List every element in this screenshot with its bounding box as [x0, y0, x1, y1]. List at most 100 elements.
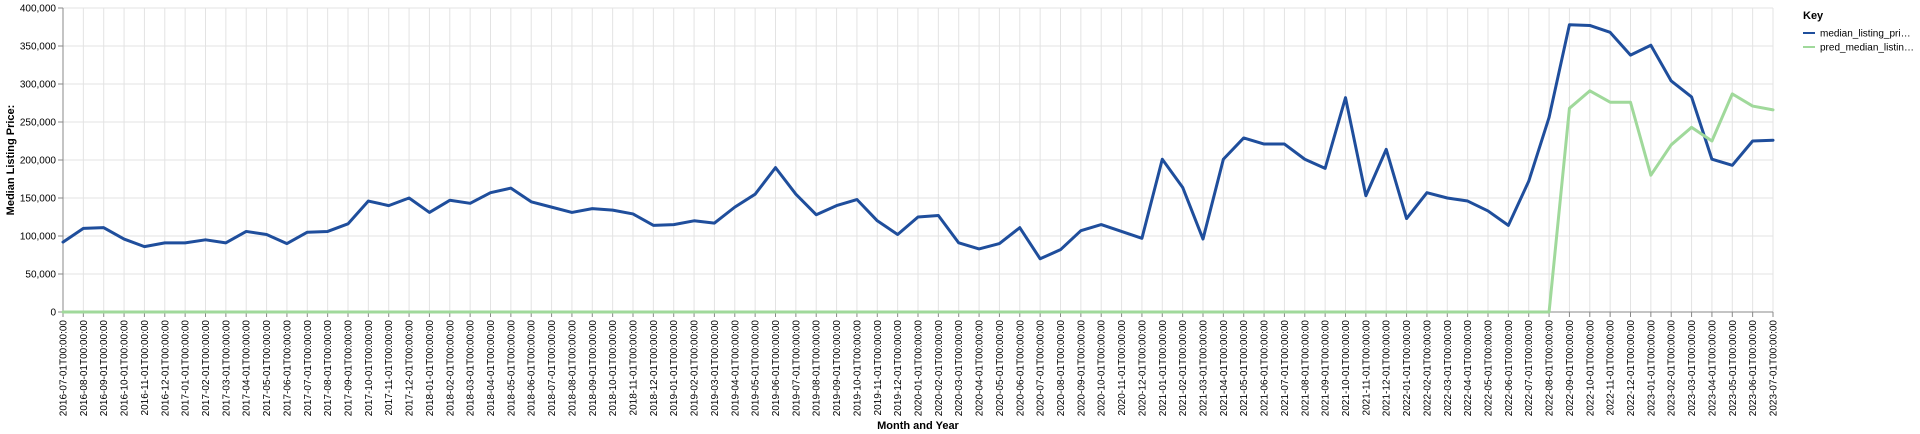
x-tick-label: 2019-10-01T00:00:00 — [852, 320, 863, 417]
x-tick-label: 2020-12-01T00:00:00 — [1137, 320, 1148, 417]
x-tick-label: 2017-06-01T00:00:00 — [282, 320, 293, 417]
x-tick-label: 2022-11-01T00:00:00 — [1606, 320, 1617, 416]
x-tick-label: 2022-10-01T00:00:00 — [1585, 320, 1596, 417]
x-tick-label: 2017-01-01T00:00:00 — [181, 320, 192, 417]
gridlines — [62, 7, 1774, 313]
x-tick-label: 2022-09-01T00:00:00 — [1565, 320, 1576, 417]
x-tick-label: 2019-05-01T00:00:00 — [751, 320, 762, 417]
x-tick-label: 2017-10-01T00:00:00 — [364, 320, 375, 417]
x-tick-label: 2018-01-01T00:00:00 — [425, 320, 436, 417]
x-tick-label: 2018-12-01T00:00:00 — [649, 320, 660, 417]
y-tick-label: 250,000 — [20, 118, 57, 129]
x-tick-label: 2021-11-01T00:00:00 — [1361, 320, 1372, 416]
x-tick-label: 2016-09-01T00:00:00 — [99, 320, 110, 417]
y-tick-label: 50,000 — [25, 270, 56, 281]
x-tick-label: 2023-06-01T00:00:00 — [1748, 320, 1759, 417]
x-tick-label: 2018-04-01T00:00:00 — [486, 320, 497, 417]
x-tick-label: 2017-11-01T00:00:00 — [384, 320, 395, 416]
x-tick-label: 2016-11-01T00:00:00 — [140, 320, 151, 416]
x-tick-label: 2018-06-01T00:00:00 — [527, 320, 538, 417]
x-tick-label: 2017-05-01T00:00:00 — [262, 320, 273, 417]
x-tick-label: 2018-08-01T00:00:00 — [567, 320, 578, 417]
x-tick-label: 2017-03-01T00:00:00 — [221, 320, 232, 417]
y-axis: 0 50,000 100,000 150,000 200,000 250,000 300,0… — [20, 4, 64, 319]
x-tick-label: 2021-03-01T00:00:00 — [1199, 320, 1210, 417]
x-tick-label: 2023-05-01T00:00:00 — [1728, 320, 1739, 417]
x-tick-label: 2020-10-01T00:00:00 — [1097, 320, 1108, 417]
x-tick-label: 2020-06-01T00:00:00 — [1015, 320, 1026, 417]
x-tick-label: 2017-12-01T00:00:00 — [405, 320, 416, 417]
x-tick-label: 2023-02-01T00:00:00 — [1667, 320, 1678, 417]
x-tick-label: 2019-07-01T00:00:00 — [791, 320, 802, 417]
x-tick-label: 2019-02-01T00:00:00 — [690, 320, 701, 417]
y-tick-label: 150,000 — [20, 194, 57, 205]
legend-label-0: median_listing_pri… — [1820, 29, 1911, 40]
x-tick-label: 2018-10-01T00:00:00 — [608, 320, 619, 417]
x-tick-label: 2021-09-01T00:00:00 — [1321, 320, 1332, 417]
x-tick-label: 2020-01-01T00:00:00 — [914, 320, 925, 417]
series-line-1 — [61, 89, 1775, 314]
y-tick-label: 200,000 — [20, 156, 57, 167]
x-tick-label: 2020-05-01T00:00:00 — [995, 320, 1006, 417]
x-tick-label: 2020-07-01T00:00:00 — [1036, 320, 1047, 417]
x-tick-label: 2022-01-01T00:00:00 — [1402, 320, 1413, 417]
x-tick-label: 2020-11-01T00:00:00 — [1117, 320, 1128, 416]
x-tick-label: 2019-04-01T00:00:00 — [730, 320, 741, 417]
x-axis: 2016-07-01T00:00:00 2016-08-01T00:00:00 20… — [59, 311, 1780, 417]
x-tick-label: 2023-03-01T00:00:00 — [1687, 320, 1698, 417]
legend-label-1: pred_median_listin… — [1820, 43, 1914, 54]
x-tick-label: 2017-07-01T00:00:00 — [303, 320, 314, 417]
x-tick-label: 2022-04-01T00:00:00 — [1463, 320, 1474, 417]
x-tick-label: 2017-08-01T00:00:00 — [323, 320, 334, 417]
x-tick-label: 2022-02-01T00:00:00 — [1422, 320, 1433, 417]
x-tick-label: 2019-12-01T00:00:00 — [893, 320, 904, 417]
x-tick-label: 2021-08-01T00:00:00 — [1300, 320, 1311, 417]
x-tick-label: 2016-10-01T00:00:00 — [120, 320, 131, 417]
y-tick-label: 100,000 — [20, 232, 57, 243]
x-tick-label: 2021-10-01T00:00:00 — [1341, 320, 1352, 417]
x-tick-label: 2017-02-01T00:00:00 — [201, 320, 212, 417]
x-tick-label: 2018-05-01T00:00:00 — [506, 320, 517, 417]
x-tick-label: 2022-06-01T00:00:00 — [1504, 320, 1515, 417]
x-tick-label: 2022-12-01T00:00:00 — [1626, 320, 1637, 417]
x-tick-label: 2021-07-01T00:00:00 — [1280, 320, 1291, 417]
x-tick-label: 2016-07-01T00:00:00 — [59, 320, 70, 417]
x-tick-label: 2021-02-01T00:00:00 — [1178, 320, 1189, 417]
x-tick-label: 2023-07-01T00:00:00 — [1769, 320, 1780, 417]
x-tick-label: 2021-05-01T00:00:00 — [1239, 320, 1250, 417]
x-tick-label: 2022-05-01T00:00:00 — [1484, 320, 1495, 417]
series-lines — [61, 23, 1775, 314]
x-tick-label: 2022-08-01T00:00:00 — [1545, 320, 1556, 417]
x-tick-label: 2021-06-01T00:00:00 — [1260, 320, 1271, 417]
x-tick-label: 2018-11-01T00:00:00 — [629, 320, 640, 416]
x-tick-label: 2023-01-01T00:00:00 — [1646, 320, 1657, 417]
y-tick-label: 350,000 — [20, 42, 57, 53]
x-tick-label: 2016-12-01T00:00:00 — [160, 320, 171, 417]
x-tick-label: 2021-04-01T00:00:00 — [1219, 320, 1230, 417]
x-tick-label: 2017-04-01T00:00:00 — [242, 320, 253, 417]
y-tick-label: 300,000 — [20, 80, 57, 91]
x-tick-label: 2021-12-01T00:00:00 — [1382, 320, 1393, 417]
x-tick-label: 2020-09-01T00:00:00 — [1076, 320, 1087, 417]
x-tick-label: 2018-09-01T00:00:00 — [588, 320, 599, 417]
y-tick-label: 0 — [50, 308, 56, 319]
x-tick-label: 2022-07-01T00:00:00 — [1524, 320, 1535, 417]
legend-title: Key — [1803, 10, 1824, 22]
x-tick-label: 2019-11-01T00:00:00 — [873, 320, 884, 416]
legend: Key median_listing_pri… pred_median_listi… — [1803, 10, 1914, 54]
x-tick-label: 2018-02-01T00:00:00 — [445, 320, 456, 417]
x-tick-label: 2016-08-01T00:00:00 — [79, 320, 90, 417]
x-tick-label: 2019-01-01T00:00:00 — [669, 320, 680, 417]
x-tick-label: 2019-08-01T00:00:00 — [812, 320, 823, 417]
x-tick-label: 2020-04-01T00:00:00 — [975, 320, 986, 417]
x-tick-label: 2019-03-01T00:00:00 — [710, 320, 721, 417]
x-tick-label: 2020-03-01T00:00:00 — [954, 320, 965, 417]
x-tick-label: 2018-03-01T00:00:00 — [466, 320, 477, 417]
x-tick-label: 2021-01-01T00:00:00 — [1158, 320, 1169, 417]
x-tick-label: 2023-04-01T00:00:00 — [1707, 320, 1718, 417]
x-tick-label: 2018-07-01T00:00:00 — [547, 320, 558, 417]
x-tick-label: 2020-08-01T00:00:00 — [1056, 320, 1067, 417]
x-tick-label: 2022-03-01T00:00:00 — [1443, 320, 1454, 417]
x-tick-label: 2019-09-01T00:00:00 — [832, 320, 843, 417]
